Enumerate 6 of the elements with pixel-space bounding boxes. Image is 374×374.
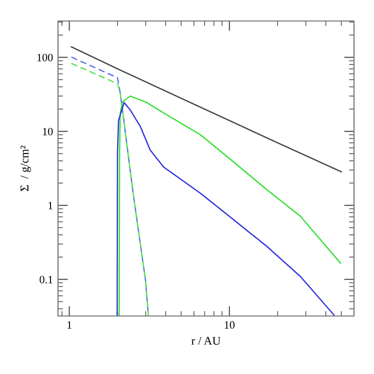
x-axis-title: r / AU	[191, 336, 221, 345]
y-axis-title: Σ / g/cm²	[20, 146, 31, 192]
y-tick-label: 10	[43, 128, 53, 136]
y-tick-label: 1	[48, 202, 52, 210]
y-tick-label: 100	[37, 54, 53, 62]
y-tick-label: 0.1	[40, 276, 52, 284]
